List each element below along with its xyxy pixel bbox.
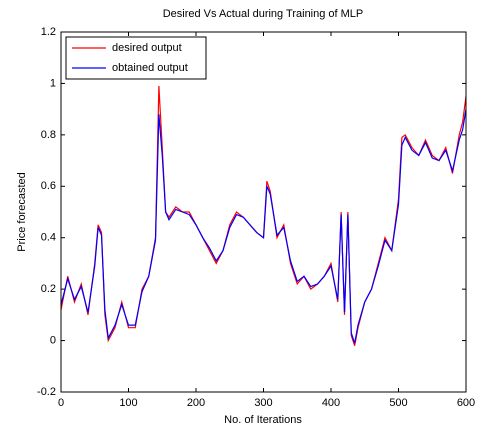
y-tick-label: 0.6 — [41, 180, 56, 192]
x-tick-label: 300 — [254, 397, 272, 409]
x-tick-label: 200 — [187, 397, 205, 409]
x-tick-label: 600 — [457, 397, 475, 409]
y-tick-label: 0.8 — [41, 129, 56, 141]
plot-frame — [60, 31, 467, 393]
y-tick-label: 0.2 — [41, 283, 56, 295]
x-tick-label: 500 — [389, 397, 407, 409]
legend-label: obtained output — [112, 62, 188, 74]
x-tick-label: 100 — [119, 397, 137, 409]
y-axis-label: Price forecasted — [16, 172, 28, 251]
legend-label: desired output — [112, 42, 182, 54]
y-tick-label: -0.2 — [37, 386, 56, 398]
y-tick-label: 0 — [50, 334, 56, 346]
x-axis-label: No. of Iterations — [224, 414, 302, 426]
legend-box — [65, 36, 207, 80]
x-tick-label: 400 — [322, 397, 340, 409]
y-tick-label: 1 — [50, 77, 56, 89]
y-tick-label: 1.2 — [41, 26, 56, 38]
x-tick-label: 0 — [58, 397, 64, 409]
data-line — [60, 109, 467, 344]
chart-title: Desired Vs Actual during Training of MLP — [163, 8, 364, 20]
y-tick-label: 0.4 — [41, 232, 56, 244]
